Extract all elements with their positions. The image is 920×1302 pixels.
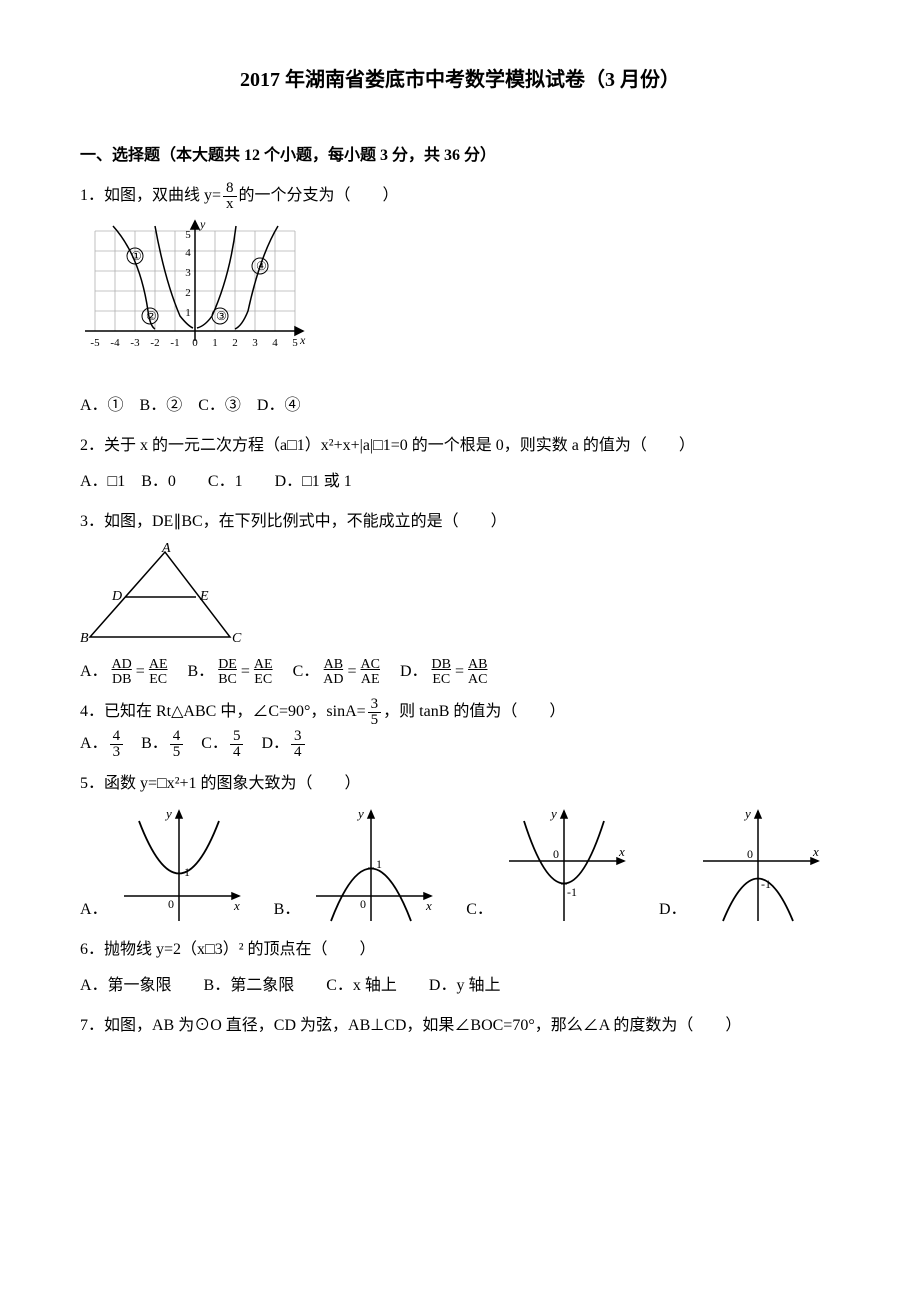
svg-text:-1: -1 [567,885,577,899]
svg-text:-4: -4 [110,337,120,349]
svg-text:④: ④ [256,259,267,273]
svg-text:2: 2 [185,287,191,299]
q5-parabolas: A． xy 01 B． xy 01 [80,806,840,926]
section-header: 一、选择题（本大题共 12 个小题，每小题 3 分，共 36 分） [80,140,840,172]
q6-options: A．第一象限 B．第二象限 C．x 轴上 D．y 轴上 [80,970,840,1002]
q4-post: ，则 tanB 的值为（ ） [383,696,565,728]
question-1: 1．如图，双曲线 y= 8 x 的一个分支为（ ） [80,180,840,422]
question-7: 7．如图，AB 为⊙O 直径，CD 为弦，AB⊥CD，如果∠BOC=70°，那么… [80,1010,840,1042]
question-6: 6．抛物线 y=2（x□3）² 的顶点在（ ） A．第一象限 B．第二象限 C．… [80,934,840,1002]
svg-text:4: 4 [185,247,191,259]
q1-pre: 1．如图，双曲线 y= [80,180,221,212]
svg-text:y: y [164,806,172,821]
svg-text:2: 2 [232,337,238,349]
q1-options: A．① B．② C．③ D．④ [80,390,840,422]
svg-text:y: y [549,806,557,821]
svg-text:A: A [161,542,171,556]
svg-text:-1: -1 [170,337,179,349]
svg-text:0: 0 [168,897,174,911]
svg-text:x: x [618,844,625,859]
svg-text:5: 5 [292,337,298,349]
svg-text:0: 0 [360,897,366,911]
svg-text:y: y [743,806,751,821]
svg-text:0: 0 [553,847,559,861]
question-4: 4．已知在 Rt△ABC 中，∠C=90°，sinA= 35 ，则 tanB 的… [80,696,840,760]
page-title: 2017 年湖南省娄底市中考数学模拟试卷（3 月份） [80,60,840,100]
svg-text:①: ① [131,249,142,263]
svg-text:y: y [199,217,206,231]
svg-text:1: 1 [376,857,382,871]
q2-options: A．□1 B．0 C．1 D．□1 或 1 [80,466,840,498]
svg-text:C: C [232,631,242,646]
q7-text: 7．如图，AB 为⊙O 直径，CD 为弦，AB⊥CD，如果∠BOC=70°，那么… [80,1010,840,1042]
svg-text:-5: -5 [90,337,100,349]
question-2: 2．关于 x 的一元二次方程（a□1）x²+x+|a|□1=0 的一个根是 0，… [80,430,840,498]
svg-text:3: 3 [252,337,258,349]
q2-text: 2．关于 x 的一元二次方程（a□1）x²+x+|a|□1=0 的一个根是 0，… [80,430,840,462]
svg-text:-2: -2 [150,337,159,349]
svg-text:5: 5 [185,229,191,241]
svg-text:③: ③ [216,309,227,323]
q1-graph: ① ② ③ ④ x y -5 -4 -3 -2 -1 0 1 2 3 4 5 1 2 3 4 5 [80,216,840,386]
svg-text:②: ② [146,309,157,323]
svg-text:y: y [356,806,364,821]
q6-text: 6．抛物线 y=2（x□3）² 的顶点在（ ） [80,934,840,966]
svg-text:B: B [80,631,89,646]
svg-text:-3: -3 [130,337,140,349]
svg-text:x: x [299,333,306,347]
q1-post: 的一个分支为（ ） [239,180,399,212]
question-5: 5．函数 y=□x²+1 的图象大致为（ ） A． xy 01 B． [80,768,840,926]
q5-text: 5．函数 y=□x²+1 的图象大致为（ ） [80,768,840,800]
svg-text:-1: -1 [761,877,771,891]
svg-text:1: 1 [184,865,190,879]
svg-text:0: 0 [747,847,753,861]
q3-options: A． ADDB = AEEC B． DEBC = AEEC C． ABAD = … [80,656,840,688]
q4-options: A．43 B．45 C．54 D．34 [80,728,840,760]
svg-text:4: 4 [272,337,278,349]
svg-text:x: x [812,844,819,859]
question-3: 3．如图，DE∥BC，在下列比例式中，不能成立的是（ ） A B C D E A… [80,506,840,688]
q4-pre: 4．已知在 Rt△ABC 中，∠C=90°，sinA= [80,696,366,728]
svg-text:1: 1 [185,307,191,319]
svg-text:x: x [425,898,432,913]
svg-text:0: 0 [192,337,198,349]
q3-triangle: A B C D E [80,542,840,652]
svg-text:D: D [111,589,122,604]
svg-text:x: x [233,898,240,913]
svg-text:1: 1 [212,337,218,349]
svg-text:E: E [199,589,209,604]
q1-frac: 8 x [223,181,237,212]
svg-text:3: 3 [185,267,191,279]
q3-text: 3．如图，DE∥BC，在下列比例式中，不能成立的是（ ） [80,506,840,538]
